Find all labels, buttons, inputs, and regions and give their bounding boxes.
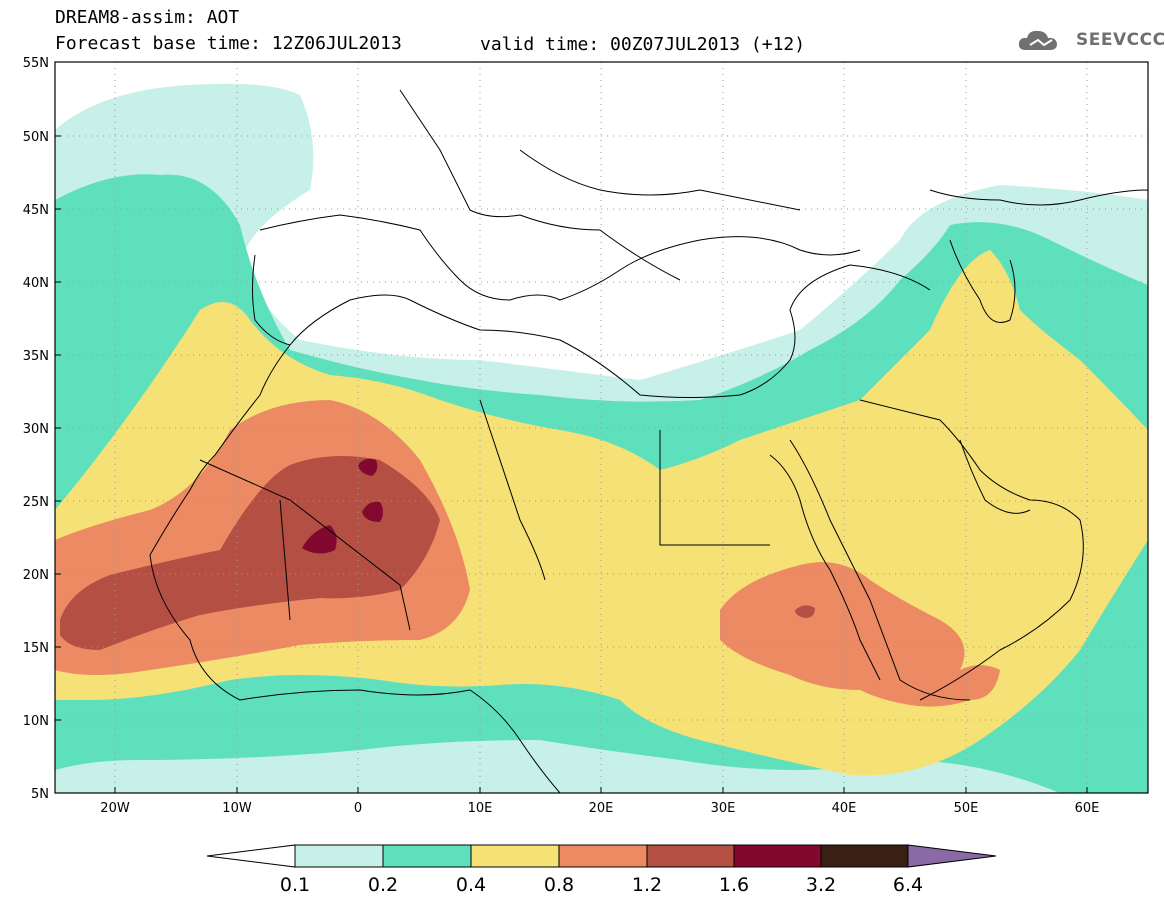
seevccc-logo (1016, 26, 1156, 54)
lat-label-15n: 15N (23, 641, 49, 656)
lat-label-30n: 30N (23, 422, 49, 437)
colorbar-label: 0.1 (280, 874, 310, 896)
aot-band-0.8-east (720, 562, 1000, 707)
aot-band-1.2 (60, 456, 440, 650)
colorbar-segment-0.2 (382, 844, 472, 868)
colorbar-segment-below (206, 844, 296, 868)
colorbar-segment-0.4 (470, 844, 560, 868)
lon-label-10w: 10W (222, 801, 252, 816)
colorbar-segment-1.2 (646, 844, 735, 868)
lat-label-45n: 45N (23, 203, 49, 218)
lon-label-0: 0 (354, 801, 362, 816)
lon-label-20e: 20E (589, 801, 614, 816)
aot-band-1.6-a (302, 525, 337, 554)
colorbar-label: 0.2 (368, 874, 398, 896)
colorbar-label: 0.8 (544, 874, 574, 896)
lat-label-10n: 10N (23, 714, 49, 729)
aot-band-1.6-b (362, 501, 383, 522)
colorbar-segment-above (907, 844, 997, 868)
lon-label-10e: 10E (468, 801, 493, 816)
colorbar-label: 6.4 (893, 874, 923, 896)
tick-marks (55, 61, 1088, 793)
colorbar-segment-1.6 (733, 844, 822, 868)
gridlines (55, 62, 1148, 793)
colorbar-segment-3.2 (820, 844, 909, 868)
lat-label-5n: 5N (31, 787, 49, 802)
lat-label-20n: 20N (23, 568, 49, 583)
aot-band-1.6-c (358, 458, 378, 476)
valid-time: valid time: 00Z07JUL2013 (+12) (480, 34, 806, 55)
colorbar-label: 0.4 (456, 874, 486, 896)
lat-label-25n: 25N (23, 495, 49, 510)
map-title: DREAM8-assim: AOT (55, 7, 240, 28)
coastlines (149, 89, 1148, 793)
colorbar (206, 844, 997, 868)
lat-label-40n: 40N (23, 276, 49, 291)
lon-label-20w: 20W (100, 801, 130, 816)
lat-label-50n: 50N (23, 130, 49, 145)
colorbar-label: 1.6 (719, 874, 749, 896)
colorbar-segment-0.1 (294, 844, 384, 868)
colorbar-label: 1.2 (632, 874, 662, 896)
colorbar-label: 3.2 (806, 874, 836, 896)
lon-label-60e: 60E (1075, 801, 1100, 816)
lat-label-35n: 35N (23, 349, 49, 364)
lat-label-55n: 55N (23, 56, 49, 71)
logo-text: SEEVCCC (1076, 30, 1165, 50)
colorbar-segment-0.8 (558, 844, 648, 868)
forecast-base-time: Forecast base time: 12Z06JUL2013 (55, 33, 402, 54)
lon-label-40e: 40E (832, 801, 857, 816)
lon-label-30e: 30E (711, 801, 736, 816)
aot-band-1.2-east (795, 605, 815, 618)
lon-label-50e: 50E (954, 801, 979, 816)
cloud-icon (1018, 30, 1057, 50)
